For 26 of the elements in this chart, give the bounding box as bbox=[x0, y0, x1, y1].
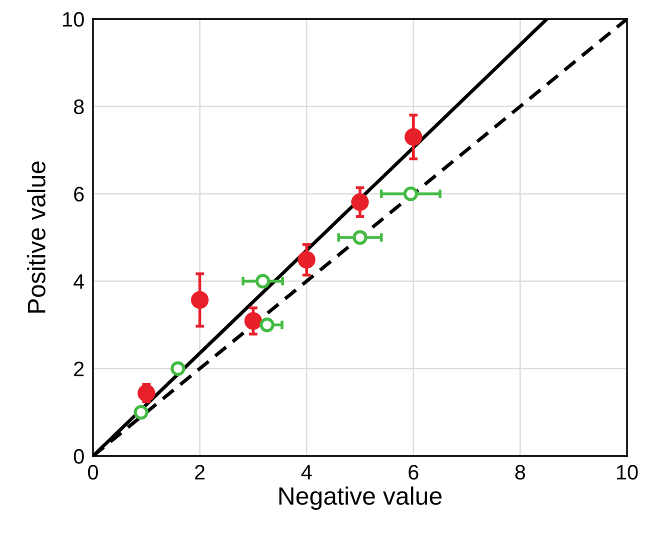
point bbox=[403, 186, 418, 202]
x-tick-label: 6 bbox=[408, 464, 418, 480]
y-axis-title: Positive value bbox=[27, 161, 46, 313]
point bbox=[244, 312, 262, 330]
point bbox=[190, 291, 209, 309]
x-tick-label: 10 bbox=[617, 464, 638, 480]
point bbox=[138, 384, 156, 402]
point bbox=[260, 318, 274, 332]
x-tick-label: 4 bbox=[301, 465, 312, 480]
y-tick-label: 10 bbox=[63, 12, 84, 27]
y-tick-label: 4 bbox=[74, 274, 84, 289]
x-axis-title: Negative value bbox=[279, 486, 442, 510]
x-tick-label: 2 bbox=[195, 464, 205, 480]
y-tick-label: 2 bbox=[74, 362, 84, 376]
x-tick-label: 0 bbox=[88, 464, 98, 480]
point bbox=[170, 361, 186, 376]
point bbox=[404, 128, 422, 146]
y-tick-label: 6 bbox=[74, 186, 84, 202]
point bbox=[255, 274, 270, 289]
x-tick-label: 8 bbox=[515, 464, 526, 480]
y-tick-label: 0 bbox=[74, 449, 84, 464]
point bbox=[134, 404, 148, 420]
y-tick-label: 8 bbox=[74, 99, 84, 114]
point bbox=[352, 230, 368, 245]
point bbox=[351, 193, 369, 211]
point bbox=[298, 250, 316, 269]
